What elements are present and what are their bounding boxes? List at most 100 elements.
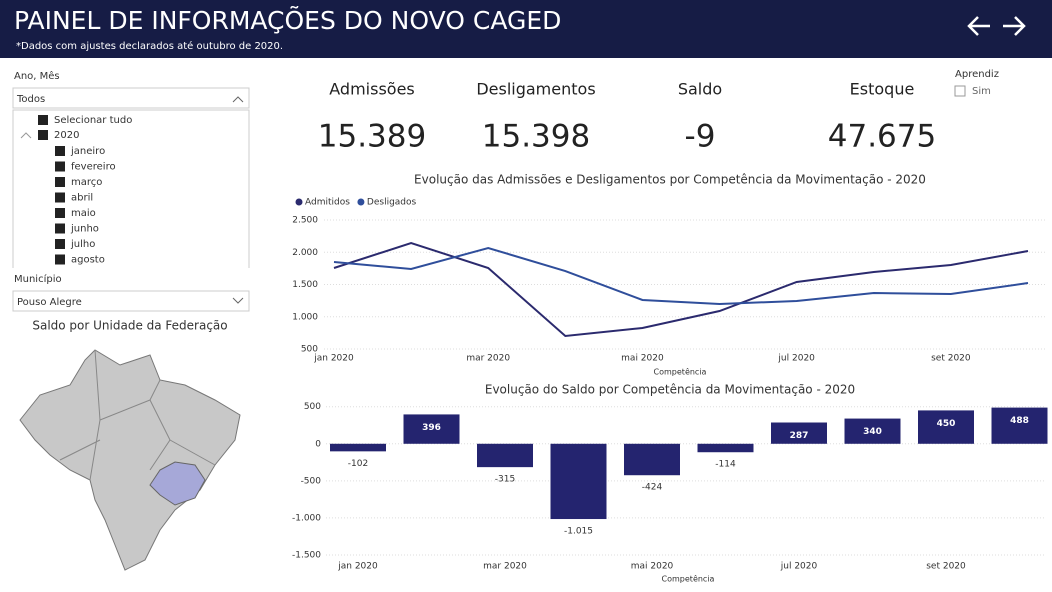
map-state-mg[interactable] bbox=[149, 461, 206, 506]
y-tick-label: -1.000 bbox=[292, 513, 321, 523]
bar bbox=[477, 443, 533, 468]
map-country[interactable] bbox=[19, 349, 241, 571]
subtitle: *Dados com ajustes declarados até outubr… bbox=[16, 40, 283, 52]
x-tick-label: mar 2020 bbox=[466, 354, 510, 364]
dropdown-value: Pouso Alegre bbox=[17, 297, 82, 308]
checkbox bbox=[55, 192, 65, 203]
forward-arrow[interactable] bbox=[1003, 16, 1026, 36]
checkbox bbox=[55, 254, 65, 265]
checkbox bbox=[55, 177, 65, 187]
kpi-value: 47.675 bbox=[828, 119, 936, 155]
chart-title: Evolução das Admissões e Desligamentos p… bbox=[414, 173, 926, 187]
kpi-value: 15.398 bbox=[482, 119, 590, 155]
filter-label: Município bbox=[14, 273, 62, 285]
line bbox=[333, 246, 1029, 305]
line bbox=[333, 241, 1029, 338]
list-item: fevereiro bbox=[71, 162, 116, 173]
list-item: julho bbox=[70, 239, 95, 250]
legend-dot bbox=[357, 198, 365, 206]
bar bbox=[844, 418, 901, 444]
y-tick-label: 500 bbox=[304, 402, 321, 412]
bar bbox=[918, 410, 974, 444]
y-tick-label: 500 bbox=[301, 345, 318, 355]
data-label: -1.015 bbox=[564, 527, 593, 537]
checkbox bbox=[55, 239, 65, 249]
bar bbox=[991, 407, 1048, 444]
dropdown[interactable] bbox=[12, 87, 250, 109]
chart-title: Evolução do Saldo por Competência da Mov… bbox=[485, 383, 855, 397]
data-label: -424 bbox=[642, 483, 663, 493]
checkbox bbox=[38, 130, 48, 140]
list-item: Selecionar tudo bbox=[54, 115, 132, 126]
y-tick-label: -500 bbox=[301, 476, 322, 486]
bar bbox=[624, 443, 680, 476]
x-tick-label: jul 2020 bbox=[780, 562, 818, 572]
checkbox bbox=[38, 115, 48, 125]
filter-label: Ano, Mês bbox=[14, 70, 60, 82]
bar bbox=[550, 443, 607, 520]
kpi-label: Desligamentos bbox=[476, 80, 595, 99]
x-tick-label: mar 2020 bbox=[483, 562, 527, 572]
kpi-value: 15.389 bbox=[318, 119, 426, 155]
kpi-label: Saldo bbox=[678, 80, 722, 99]
legend-dot bbox=[295, 198, 303, 206]
dropdown-value: Todos bbox=[16, 94, 45, 105]
slicer-label: Aprendiz bbox=[955, 69, 999, 80]
data-label: -102 bbox=[348, 459, 368, 469]
back-arrow[interactable] bbox=[967, 16, 990, 36]
checkbox bbox=[55, 208, 65, 218]
x-axis-title: Competência bbox=[654, 367, 707, 377]
data-label: 488 bbox=[1010, 416, 1029, 426]
x-tick-label: jul 2020 bbox=[777, 354, 815, 364]
chevron bbox=[232, 297, 244, 304]
data-label: -114 bbox=[715, 460, 736, 470]
list-item: 2020 bbox=[54, 130, 79, 141]
list-item: agosto bbox=[71, 255, 105, 266]
list-item: abril bbox=[71, 193, 93, 204]
x-tick-label: set 2020 bbox=[926, 562, 966, 572]
nav-arrows[interactable] bbox=[967, 16, 1026, 36]
x-axis-title: Competência bbox=[662, 574, 715, 584]
checkbox-label: Sim bbox=[972, 86, 991, 97]
checkbox bbox=[55, 161, 65, 172]
y-tick-label: -1.500 bbox=[292, 551, 321, 561]
checkbox bbox=[55, 146, 65, 156]
kpi-value: -9 bbox=[685, 119, 716, 155]
x-tick-label: jan 2020 bbox=[313, 354, 354, 364]
data-label: 287 bbox=[790, 431, 809, 441]
list-item: janeiro bbox=[70, 146, 105, 157]
bar bbox=[697, 443, 754, 453]
header-bar bbox=[0, 0, 1052, 58]
list-item: março bbox=[71, 177, 102, 188]
legend-label: Desligados bbox=[367, 198, 417, 208]
y-tick-label: 2.000 bbox=[292, 248, 318, 258]
data-label: -315 bbox=[495, 475, 515, 485]
checkbox bbox=[55, 223, 65, 234]
map-title: Saldo por Unidade da Federação bbox=[32, 319, 227, 333]
bar bbox=[330, 443, 386, 452]
dropdown-list bbox=[12, 109, 250, 277]
checkbox[interactable] bbox=[954, 85, 966, 97]
y-tick-label: 1.500 bbox=[292, 280, 318, 290]
y-tick-label: 2.500 bbox=[292, 216, 318, 226]
y-tick-label: 1.000 bbox=[292, 312, 318, 322]
list-item: junho bbox=[70, 224, 99, 235]
list-item: maio bbox=[71, 208, 96, 219]
kpi-label: Estoque bbox=[850, 80, 915, 99]
data-label: 450 bbox=[937, 419, 956, 429]
cover bbox=[12, 268, 250, 280]
title: PAINEL DE INFORMAÇÕES DO NOVO CAGED bbox=[14, 5, 561, 35]
chevron bbox=[20, 132, 32, 139]
kpi-label: Admissões bbox=[329, 80, 415, 99]
x-tick-label: mai 2020 bbox=[631, 562, 674, 572]
bar bbox=[771, 422, 827, 444]
chevron bbox=[232, 96, 244, 103]
x-tick-label: set 2020 bbox=[931, 354, 971, 364]
dropdown[interactable] bbox=[12, 290, 250, 312]
legend-label: Admitidos bbox=[305, 198, 350, 208]
x-tick-label: mai 2020 bbox=[621, 354, 664, 364]
bar bbox=[403, 414, 460, 444]
map-borders bbox=[59, 349, 216, 481]
